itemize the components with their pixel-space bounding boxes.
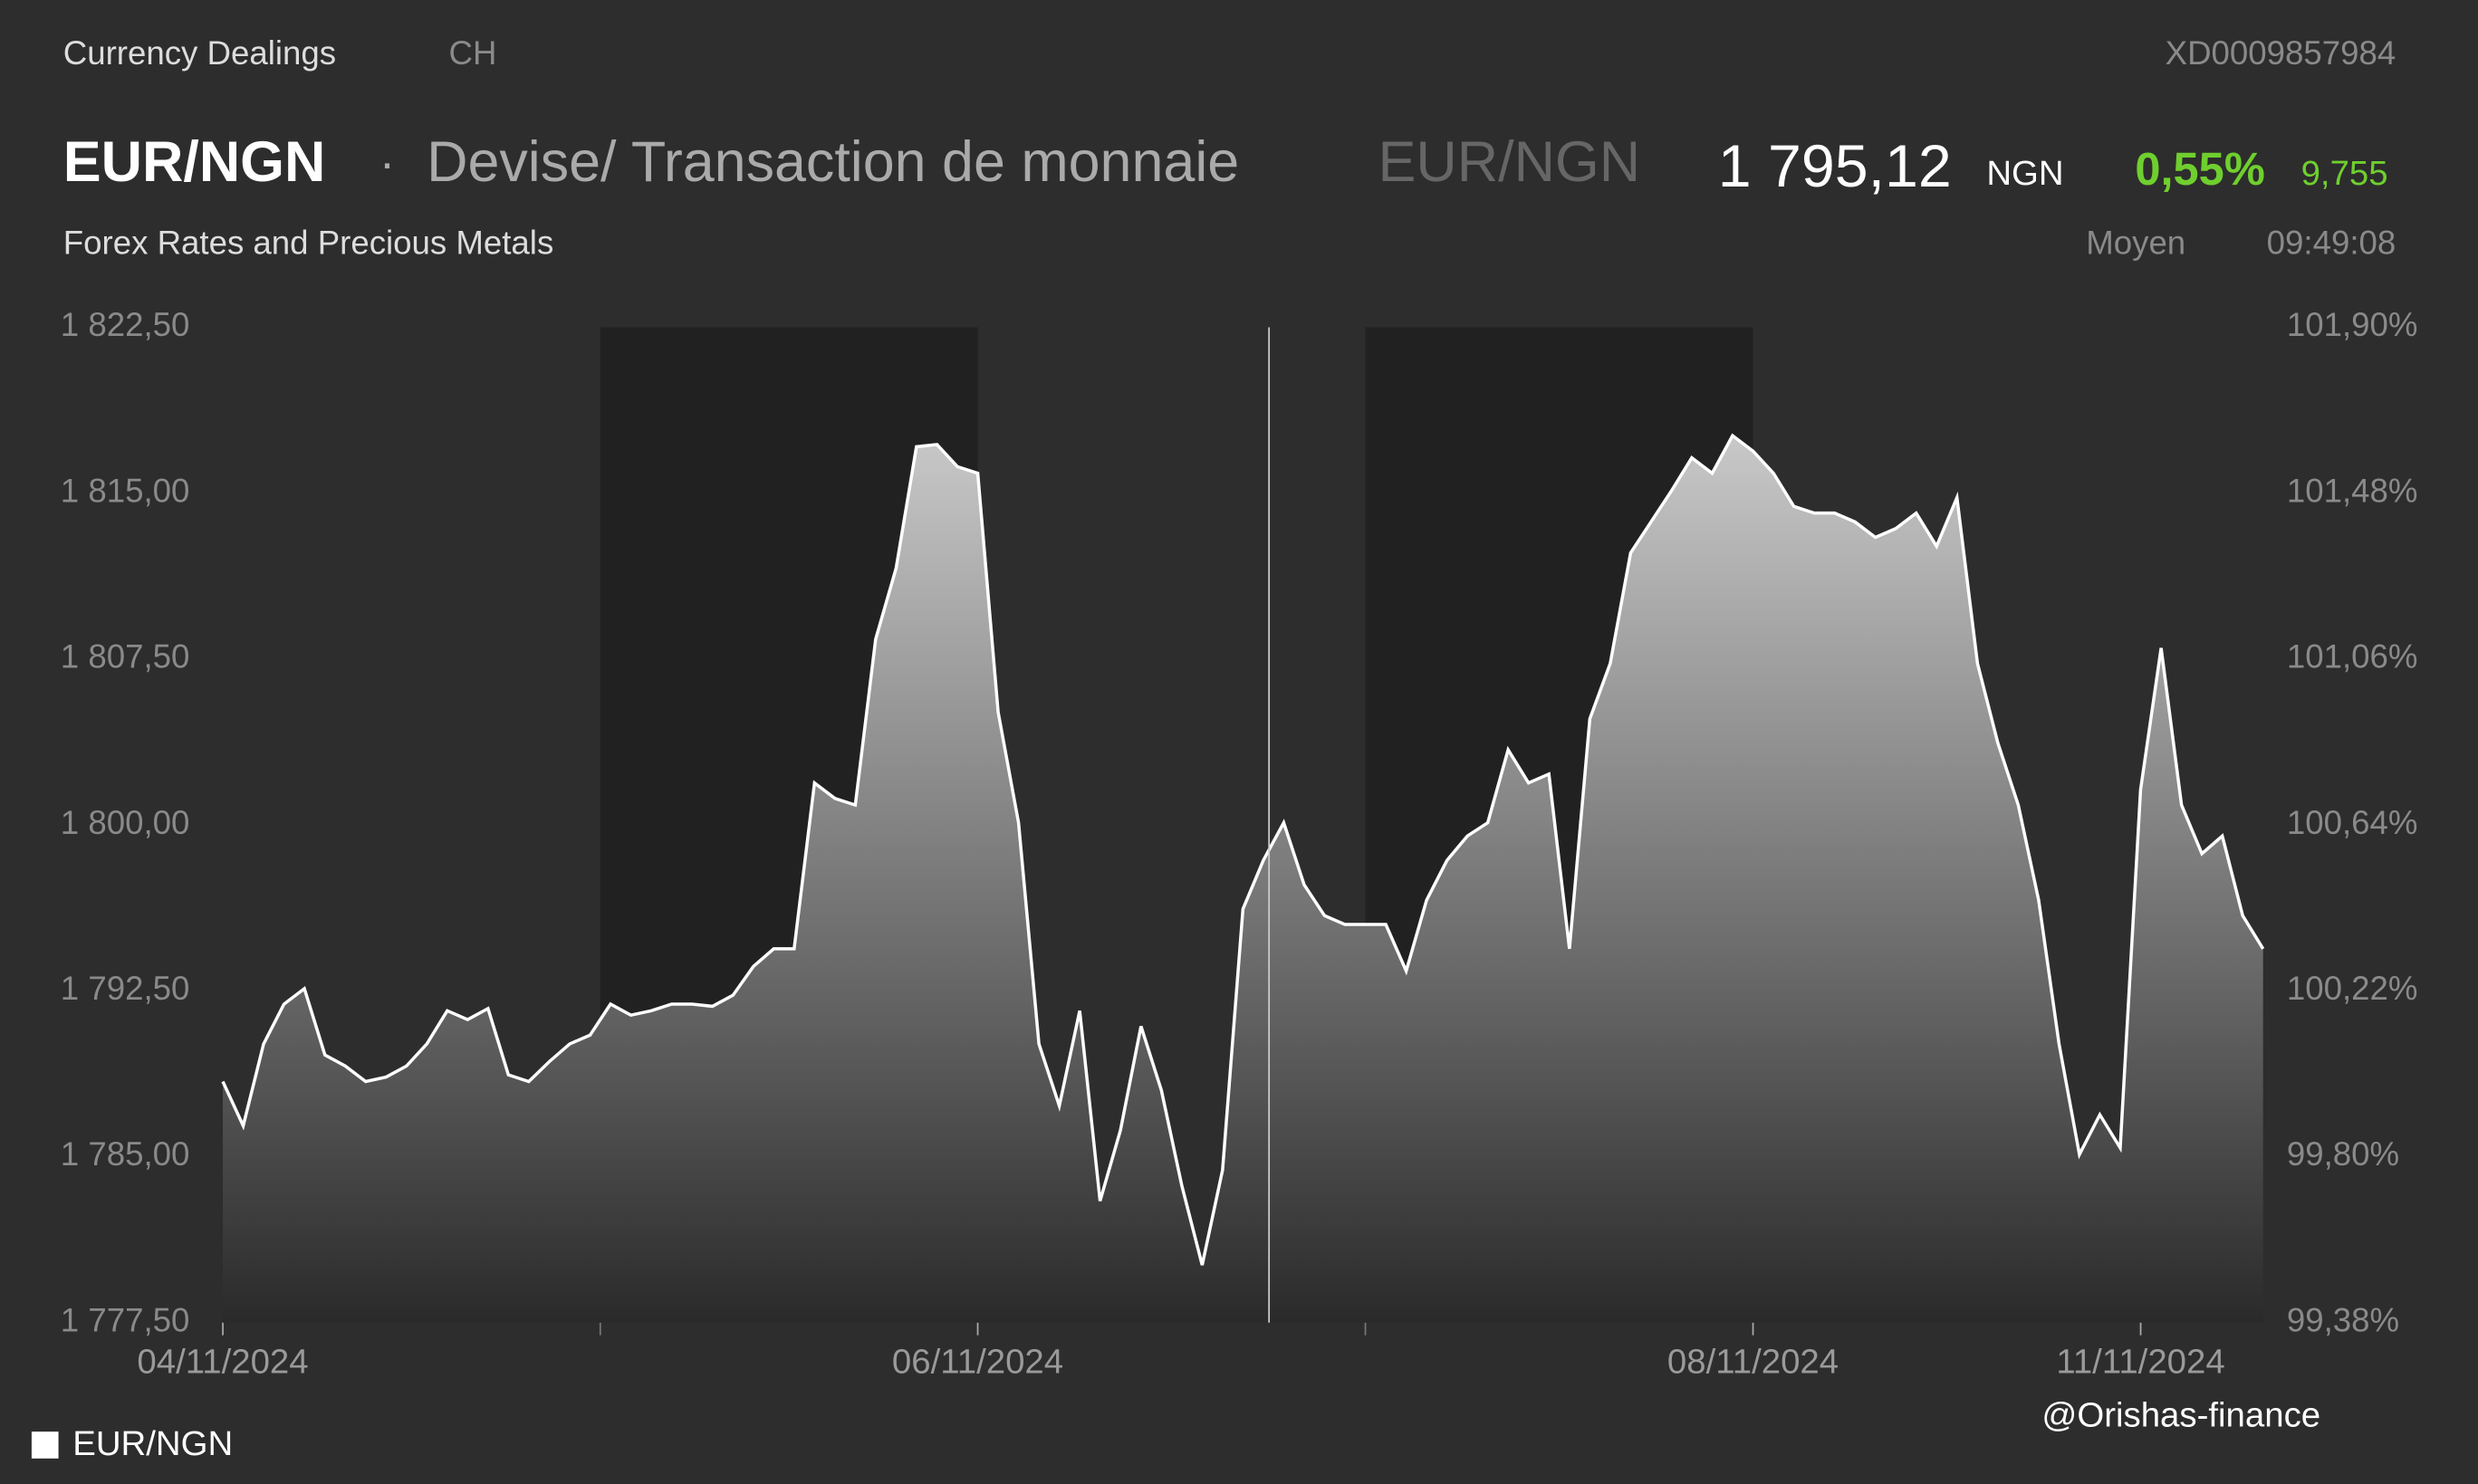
- country: CH: [449, 34, 497, 72]
- symbol-secondary: EUR/NGN: [1378, 130, 1641, 194]
- y-tick-label: 1 785,00: [61, 1135, 190, 1173]
- line: [221, 433, 2265, 1266]
- x-tick-label: 04/11/2024: [137, 1342, 308, 1381]
- legend-label: EUR/NGN: [72, 1424, 233, 1463]
- y-tick-label: 1 777,50: [61, 1301, 190, 1338]
- y2-tick-label: 99,80%: [2287, 1135, 2399, 1173]
- y2-tick-label: 101,06%: [2287, 638, 2418, 675]
- symbol: EUR/NGN: [63, 130, 326, 194]
- isin: XD0009857984: [2166, 34, 2396, 72]
- currency: NGN: [1986, 154, 2063, 193]
- y-tick-label: 1 815,00: [61, 472, 190, 509]
- separator: ·: [379, 137, 395, 189]
- x-tick-label: 11/11/2024: [2056, 1342, 2224, 1381]
- y-tick-label: 1 792,50: [61, 970, 190, 1007]
- description: Devise/ Transaction de monnaie: [427, 130, 1239, 194]
- price: 1 795,12: [1718, 133, 1952, 200]
- y-tick-label: 1 822,50: [61, 306, 190, 343]
- x-tick-label: 08/11/2024: [1667, 1342, 1839, 1381]
- y2-tick-label: 100,22%: [2287, 970, 2418, 1007]
- watermark: @Orishas-finance: [2041, 1396, 2320, 1435]
- y2-tick-label: 99,38%: [2287, 1301, 2399, 1338]
- section: Currency Dealings: [63, 34, 336, 72]
- time: 09:49:08: [2267, 224, 2396, 261]
- y-tick-label: 1 800,00: [61, 804, 190, 841]
- change: 9,755: [2301, 154, 2388, 193]
- subtitle: Forex Rates and Precious Metals: [63, 224, 553, 261]
- y2-tick-label: 101,48%: [2287, 472, 2418, 509]
- y2-tick-label: 101,90%: [2287, 306, 2418, 343]
- area: [223, 436, 2263, 1323]
- x-tick-label: 06/11/2024: [892, 1342, 1063, 1381]
- y2-tick-label: 100,64%: [2287, 804, 2418, 841]
- price-type: Moyen: [2086, 224, 2185, 261]
- change-percent: 0,55%: [2135, 143, 2264, 195]
- legend-swatch: [31, 1431, 59, 1459]
- y-tick-label: 1 807,50: [61, 638, 190, 675]
